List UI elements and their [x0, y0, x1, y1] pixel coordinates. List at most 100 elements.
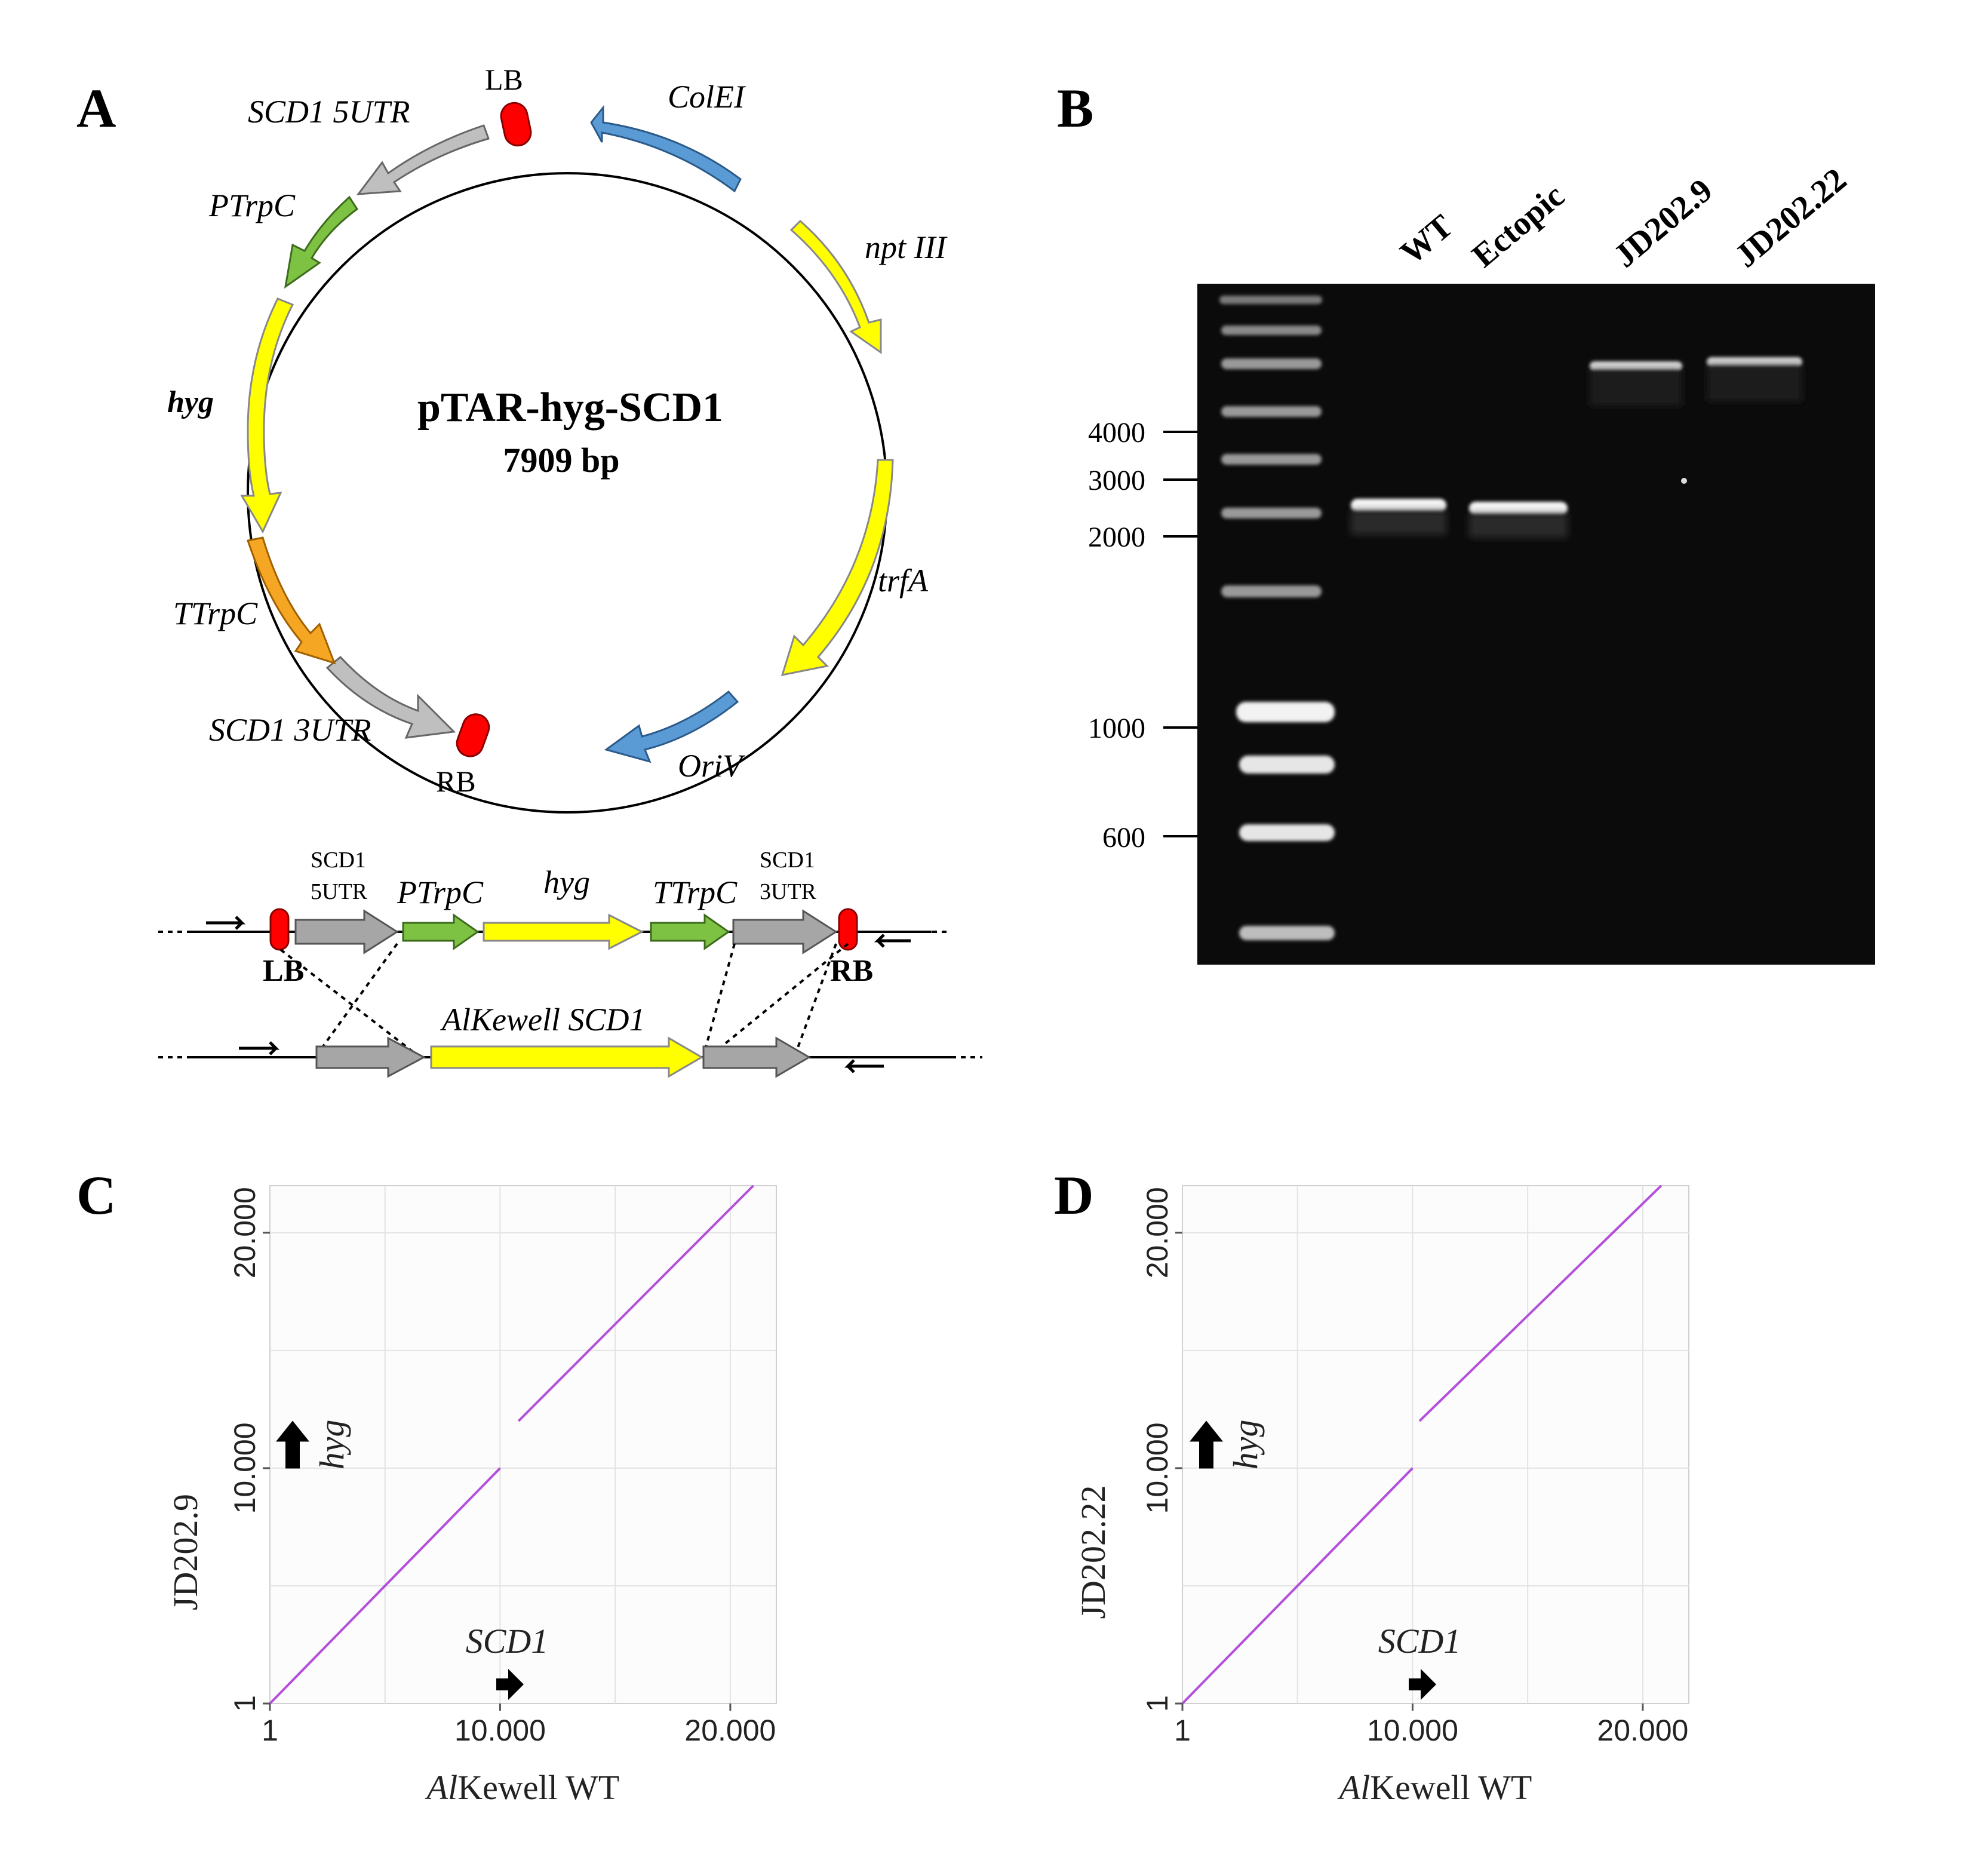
y-tick-label: 1: [1141, 1695, 1174, 1712]
x-tick-label: 1: [1174, 1714, 1191, 1747]
panel-letter-b: B: [1057, 78, 1093, 139]
gel-speck: [1681, 478, 1687, 484]
label-lb: LB: [485, 63, 523, 96]
x-tick-label: 20.000: [1597, 1714, 1688, 1747]
ladder-label-4000: 4000: [1088, 417, 1145, 449]
ladder-band: [1221, 585, 1322, 597]
plasmid-size: 7909 bp: [503, 441, 619, 480]
scd1-5utr-arrow: [356, 124, 490, 195]
hyg-arrow-icon: [276, 1420, 309, 1469]
primer-r-bottom-icon: [844, 1059, 884, 1073]
gel-lane-labels: WT Ectopic JD202.9 JD202.22: [1394, 161, 1854, 274]
alignment-segment: [269, 1467, 501, 1705]
y-tick-label: 1: [228, 1695, 262, 1712]
lb-border: [500, 102, 532, 147]
genome-5flank: [315, 1036, 426, 1078]
band-ectopic: [1469, 502, 1568, 515]
ladder-band: [1239, 756, 1335, 774]
scd1-3utr-arrow: [325, 655, 456, 739]
construct-ptrpc: [402, 913, 480, 950]
alignment-segment: [1418, 1184, 1663, 1422]
label-colei: ColEI: [668, 79, 746, 115]
scd1-arrow-icon: [496, 1669, 524, 1700]
label-trfa: trfA: [878, 563, 929, 599]
label-ptrpc: PTrpC: [208, 188, 296, 223]
ladder-band: [1221, 508, 1322, 518]
hyg-arrow: [240, 297, 294, 534]
lane-label-jd20222: JD202.22: [1728, 161, 1854, 274]
label-ttrpc: TTrpC: [173, 596, 258, 631]
construct-lb: [269, 908, 290, 951]
x-tick-label: 1: [262, 1714, 278, 1747]
scd1-arrow-icon: [1408, 1669, 1436, 1700]
ttrpc-arrow: [247, 536, 336, 665]
ladder-band: [1221, 358, 1322, 369]
construct-3utr-label: 3UTR: [760, 879, 817, 904]
nptiii-arrow: [789, 219, 882, 354]
primer-f-top-icon: [206, 916, 246, 930]
ladder-band: [1221, 454, 1322, 465]
construct-ttrpc-label: TTrpC: [653, 874, 738, 910]
label-hyg: hyg: [167, 385, 214, 419]
lane-label-wt: WT: [1394, 207, 1460, 272]
gene-label-hyg: hyg: [312, 1420, 351, 1470]
y-tick-label: 10.000: [228, 1422, 262, 1514]
x-tick-label: 20.000: [684, 1714, 776, 1747]
construct-scd1-b: SCD1: [760, 848, 815, 873]
gene-label-hyg: hyg: [1226, 1420, 1265, 1470]
label-nptiii: npt III: [865, 229, 948, 265]
band-jd2029: [1590, 361, 1682, 371]
ladder-label-1000: 1000: [1088, 713, 1145, 744]
y-tick-label: 20.000: [228, 1187, 262, 1278]
alignment-segment: [1181, 1467, 1414, 1705]
lane-label-ectopic: Ectopic: [1465, 177, 1572, 274]
ladder-band: [1221, 326, 1322, 335]
band-ectopic-smear: [1469, 514, 1568, 538]
label-scd1-3utr: SCD1 3UTR: [209, 712, 371, 748]
ptrpc-arrow: [284, 195, 359, 289]
crossover-5: [703, 943, 849, 1061]
construct-3utr: [732, 909, 838, 954]
construct-schematic: SCD1 5UTR PTrpC hyg TTrpC SCD1 3UTR LB R…: [158, 848, 982, 1078]
construct-hyg: [483, 913, 644, 950]
trfa-arrow: [781, 459, 894, 676]
construct-hyg-label: hyg: [543, 864, 590, 900]
label-oriv: OriV: [678, 748, 746, 784]
label-rb: RB: [436, 765, 476, 798]
gene-label-scd1: SCD1: [466, 1622, 549, 1661]
construct-5utr: [294, 909, 399, 954]
band-jd2029-smear: [1590, 370, 1682, 406]
colei-arrow: [590, 105, 742, 193]
panel-letter-c: C: [76, 1165, 116, 1226]
rb-border: [456, 713, 490, 757]
construct-lb-label: LB: [263, 954, 304, 988]
ladder-band: [1236, 702, 1335, 722]
crossover-2: [318, 943, 398, 1052]
ladder-label-600: 600: [1102, 822, 1145, 854]
alignment-segment: [517, 1184, 754, 1422]
crossover-4: [793, 943, 837, 1058]
ladder-lane: [1219, 296, 1335, 940]
band-wt: [1351, 499, 1446, 512]
construct-ptrpc-label: PTrpC: [397, 874, 484, 910]
x-tick-label: 10.000: [1367, 1714, 1458, 1747]
construct-ttrpc: [650, 913, 730, 950]
dotplot-c: 1 10.000 20.000 1 10.000 20.000 AlKewell WT JD2…: [166, 1184, 777, 1807]
genome-label: AlKewell SCD1: [440, 1002, 645, 1038]
primer-f-bottom-icon: [239, 1041, 280, 1055]
ladder-band: [1221, 406, 1322, 417]
y-tick-label: 20.000: [1141, 1187, 1174, 1278]
ladder-label-3000: 3000: [1088, 465, 1145, 496]
lane-label-jd2029: JD202.9: [1607, 171, 1720, 274]
y-axis-label: JD202.9: [166, 1494, 205, 1610]
hyg-arrow-icon: [1190, 1420, 1223, 1469]
y-tick-label: 10.000: [1141, 1422, 1174, 1514]
label-scd1-5utr: SCD1 5UTR: [248, 94, 410, 130]
crossover-1: [279, 949, 425, 1061]
construct-rb: [838, 908, 858, 951]
panel-letter-a: A: [76, 78, 116, 139]
crossover-3: [703, 943, 736, 1052]
band-wt-smear: [1351, 511, 1446, 535]
x-axis-label: AlKewell WT: [425, 1768, 620, 1807]
x-axis-label: AlKewell WT: [1337, 1768, 1532, 1807]
